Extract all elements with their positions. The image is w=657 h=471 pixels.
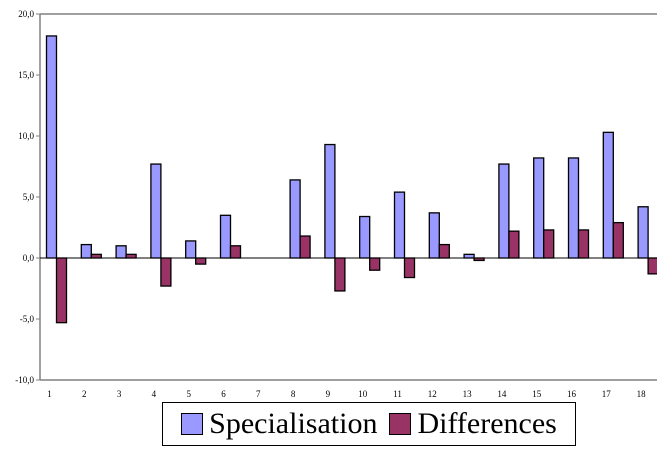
legend-swatch-differences bbox=[389, 413, 412, 435]
y-tick-label: 5,0 bbox=[23, 192, 35, 202]
x-tick-label: 10 bbox=[358, 389, 368, 399]
y-tick-label: 10,0 bbox=[18, 131, 34, 141]
x-tick-label: 4 bbox=[152, 389, 157, 399]
legend-item-specialisation: Specialisation bbox=[181, 407, 377, 441]
x-tick-label: 1 bbox=[47, 389, 52, 399]
bar-specialisation-17 bbox=[602, 131, 614, 259]
x-tick-label: 18 bbox=[637, 389, 647, 399]
bar-specialisation-15 bbox=[533, 157, 545, 259]
legend-item-differences: Differences bbox=[389, 407, 557, 441]
bar-differences-16 bbox=[577, 229, 590, 259]
legend-label-specialisation: Specialisation bbox=[209, 407, 378, 440]
bar-differences-6 bbox=[229, 245, 242, 259]
x-tick-label: 9 bbox=[326, 389, 331, 399]
bar-differences-10 bbox=[369, 257, 381, 271]
bar-specialisation-14 bbox=[498, 163, 510, 259]
bar-differences-14 bbox=[508, 230, 520, 259]
bar-differences-3 bbox=[125, 253, 137, 259]
x-tick-label: 11 bbox=[393, 389, 402, 399]
x-tick-label: 5 bbox=[186, 389, 191, 399]
bar-specialisation-12 bbox=[428, 212, 440, 259]
bar-differences-9 bbox=[334, 257, 346, 292]
bar-differences-5 bbox=[195, 257, 207, 265]
x-tick-label: 6 bbox=[221, 389, 226, 399]
legend: Specialisation Differences bbox=[162, 402, 576, 446]
bar-specialisation-9 bbox=[324, 143, 336, 259]
y-tick-label: -5,0 bbox=[20, 314, 35, 324]
x-tick-label: 7 bbox=[256, 389, 261, 399]
bar-specialisation-6 bbox=[219, 214, 232, 259]
x-tick-label: 12 bbox=[428, 389, 437, 399]
x-tick-label: 17 bbox=[602, 389, 612, 399]
bar-specialisation-4 bbox=[150, 163, 162, 259]
bar-differences-17 bbox=[612, 221, 624, 259]
bar-differences-18 bbox=[647, 257, 657, 275]
bar-specialisation-5 bbox=[185, 240, 197, 259]
bar-specialisation-3 bbox=[115, 245, 127, 259]
bar-differences-8 bbox=[299, 235, 311, 259]
bar-chart: 20,015,010,05,00,0-5,0-10,01 2 3 4 5 6 7 8 9 10 11… bbox=[15, 9, 657, 399]
bar-specialisation-8 bbox=[289, 179, 301, 259]
bar-differences-11 bbox=[403, 257, 416, 279]
bar-differences-4 bbox=[160, 257, 172, 287]
legend-swatch-specialisation bbox=[181, 413, 204, 435]
x-tick-label: 14 bbox=[497, 389, 507, 399]
bar-specialisation-13 bbox=[463, 253, 475, 259]
y-tick-label: -10,0 bbox=[15, 375, 34, 385]
bar-specialisation-16 bbox=[567, 157, 580, 259]
bar-specialisation-2 bbox=[80, 243, 92, 259]
x-tick-label: 2 bbox=[82, 389, 87, 399]
y-tick-label: 0,0 bbox=[23, 253, 35, 263]
legend-label-differences: Differences bbox=[417, 407, 557, 440]
bar-differences-15 bbox=[543, 229, 555, 259]
y-tick-label: 15,0 bbox=[18, 70, 34, 80]
x-tick-label: 13 bbox=[463, 389, 473, 399]
bar-specialisation-11 bbox=[393, 191, 406, 259]
bar-specialisation-10 bbox=[359, 215, 371, 259]
x-tick-label: 8 bbox=[291, 389, 296, 399]
y-tick-label: 20,0 bbox=[18, 9, 34, 19]
bar-specialisation-1 bbox=[45, 35, 58, 259]
x-tick-label: 16 bbox=[567, 389, 577, 399]
bar-differences-12 bbox=[438, 243, 450, 259]
x-tick-label: 3 bbox=[117, 389, 122, 399]
bar-specialisation-18 bbox=[637, 206, 649, 259]
x-tick-label: 15 bbox=[532, 389, 542, 399]
bar-differences-1 bbox=[55, 257, 68, 324]
bar-differences-2 bbox=[90, 253, 102, 259]
